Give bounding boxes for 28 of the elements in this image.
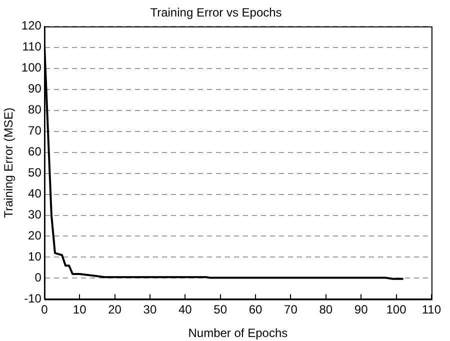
x-tick-label: 20 (108, 302, 122, 317)
x-tick-label: 90 (354, 302, 368, 317)
y-tick-label: 0 (34, 270, 42, 285)
x-tick-label: 30 (143, 302, 157, 317)
y-tick-label: -10 (24, 292, 42, 306)
x-tick-label: 10 (72, 302, 87, 317)
x-tick-label: 110 (422, 302, 442, 317)
y-tick-label: 70 (28, 124, 42, 138)
y-axis-title: Training Error (MSE) (2, 108, 16, 218)
y-tick-label: 80 (28, 102, 42, 117)
y-tick-label: 100 (21, 60, 42, 75)
x-tick-label: 60 (248, 302, 263, 317)
y-tick-label: 10 (28, 250, 42, 264)
y-tick-label: 90 (28, 82, 42, 96)
x-tick-label: 70 (284, 302, 298, 317)
y-tick-label: 110 (22, 40, 42, 54)
x-tick-label: 50 (214, 302, 228, 317)
y-tick-label: 60 (28, 144, 42, 159)
x-tick-label: 40 (178, 302, 192, 317)
y-tick-label: 50 (28, 166, 42, 180)
y-tick-label: 20 (28, 228, 42, 243)
x-axis-title: Number of Epochs (188, 326, 288, 340)
x-tick-label: 100 (386, 302, 407, 317)
y-tick-label: 120 (21, 18, 42, 33)
y-tick-label: 40 (28, 186, 42, 201)
chart-title: Training Error vs Epochs (150, 6, 282, 20)
y-tick-label: 30 (28, 208, 42, 222)
x-tick-label: 80 (319, 302, 333, 317)
